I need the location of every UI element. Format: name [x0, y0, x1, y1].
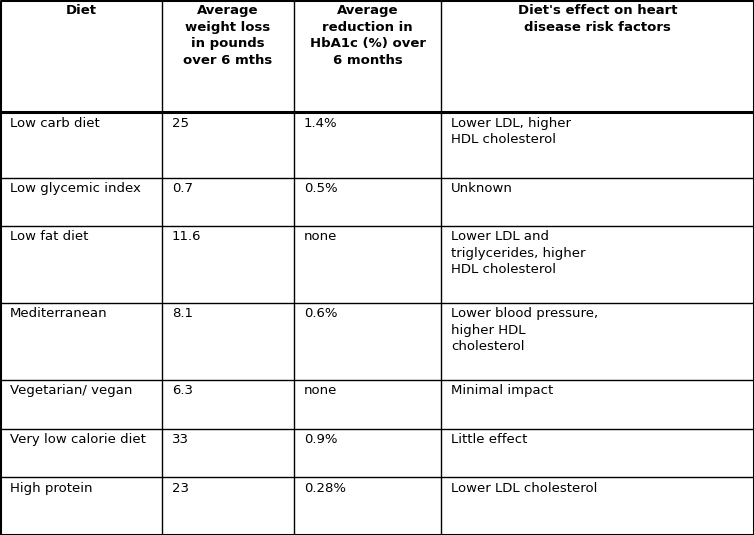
- Text: Lower blood pressure,
higher HDL
cholesterol: Lower blood pressure, higher HDL cholest…: [451, 307, 598, 353]
- Text: Low glycemic index: Low glycemic index: [10, 182, 141, 195]
- Text: Low fat diet: Low fat diet: [10, 230, 88, 243]
- Text: High protein: High protein: [10, 482, 92, 495]
- Text: Lower LDL and
triglycerides, higher
HDL cholesterol: Lower LDL and triglycerides, higher HDL …: [451, 230, 585, 276]
- Text: 33: 33: [172, 433, 189, 446]
- Text: 0.9%: 0.9%: [304, 433, 337, 446]
- Text: 0.5%: 0.5%: [304, 182, 338, 195]
- Text: 11.6: 11.6: [172, 230, 201, 243]
- Text: 6.3: 6.3: [172, 384, 193, 397]
- Text: Lower LDL cholesterol: Lower LDL cholesterol: [451, 482, 597, 495]
- Text: none: none: [304, 384, 337, 397]
- Text: Little effect: Little effect: [451, 433, 527, 446]
- Text: Vegetarian/ vegan: Vegetarian/ vegan: [10, 384, 132, 397]
- Text: Diet's effect on heart
disease risk factors: Diet's effect on heart disease risk fact…: [518, 4, 677, 34]
- Text: Very low calorie diet: Very low calorie diet: [10, 433, 146, 446]
- Text: 1.4%: 1.4%: [304, 117, 338, 129]
- Text: Mediterranean: Mediterranean: [10, 307, 107, 320]
- Text: Average
reduction in
HbA1c (%) over
6 months: Average reduction in HbA1c (%) over 6 mo…: [310, 4, 425, 67]
- Text: none: none: [304, 230, 337, 243]
- Text: 0.28%: 0.28%: [304, 482, 346, 495]
- Text: Low carb diet: Low carb diet: [10, 117, 100, 129]
- Text: Minimal impact: Minimal impact: [451, 384, 553, 397]
- Text: 25: 25: [172, 117, 189, 129]
- Text: 23: 23: [172, 482, 189, 495]
- Text: Diet: Diet: [66, 4, 97, 17]
- Text: Lower LDL, higher
HDL cholesterol: Lower LDL, higher HDL cholesterol: [451, 117, 571, 146]
- Text: Unknown: Unknown: [451, 182, 513, 195]
- Text: Average
weight loss
in pounds
over 6 mths: Average weight loss in pounds over 6 mth…: [183, 4, 273, 67]
- Text: 0.6%: 0.6%: [304, 307, 337, 320]
- Text: 0.7: 0.7: [172, 182, 193, 195]
- Text: 8.1: 8.1: [172, 307, 193, 320]
